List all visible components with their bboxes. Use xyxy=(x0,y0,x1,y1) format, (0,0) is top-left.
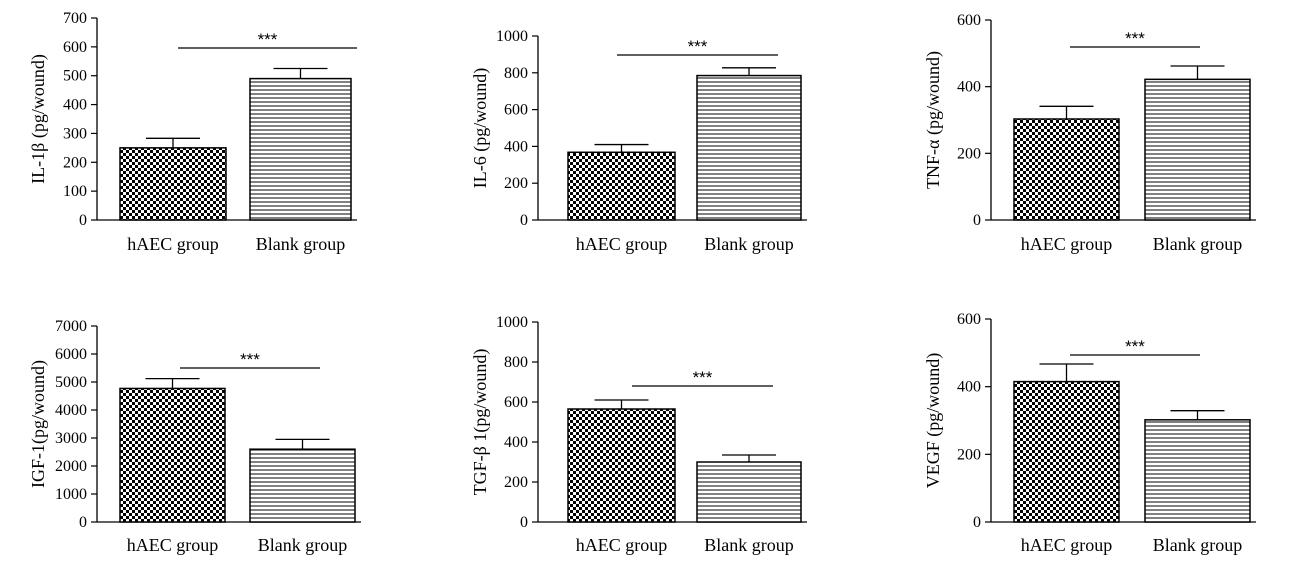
y-tick-label: 800 xyxy=(504,65,528,82)
y-axis-label: TGF-β 1(pg/wound) xyxy=(470,349,491,496)
y-tick-label: 0 xyxy=(520,212,528,229)
y-tick-label: 800 xyxy=(504,354,528,371)
bar-haec-group xyxy=(119,387,226,523)
y-tick-label: 400 xyxy=(504,138,528,155)
y-tick-label: 4000 xyxy=(55,402,87,419)
category-label: hAEC group xyxy=(127,535,219,555)
y-tick-label: 700 xyxy=(63,10,87,27)
y-tick-label: 400 xyxy=(63,97,87,114)
bar-blank-group xyxy=(249,448,356,523)
y-axis-label: IL-1β (pg/wound) xyxy=(28,54,49,184)
y-tick-label: 600 xyxy=(957,12,981,29)
y-tick-label: 400 xyxy=(504,434,528,451)
bar-blank-group xyxy=(1144,419,1251,523)
significance-label: *** xyxy=(693,368,713,387)
y-tick-label: 2000 xyxy=(55,458,87,475)
y-tick-label: 100 xyxy=(63,183,87,200)
y-tick-label: 200 xyxy=(504,175,528,192)
category-label: Blank group xyxy=(256,234,346,254)
bar-blank-group xyxy=(696,461,802,523)
y-tick-label: 0 xyxy=(520,514,528,531)
y-tick-label: 400 xyxy=(957,379,981,396)
y-tick-label: 200 xyxy=(957,446,981,463)
bar-haec-group xyxy=(567,408,676,523)
y-tick-label: 7000 xyxy=(55,318,87,335)
y-tick-label: 500 xyxy=(63,68,87,85)
chart-panel-1: 0 100 200 300 400 500 600 700 IL-1β (pg/wound) hA… xyxy=(28,10,357,254)
y-tick-label: 200 xyxy=(504,474,528,491)
y-tick-label: 600 xyxy=(504,394,528,411)
y-tick-label: 5000 xyxy=(55,374,87,391)
category-label: hAEC group xyxy=(127,234,219,254)
chart-panel-3: 0 200 400 600 TNF-α (pg/wound) hAEC group Blan… xyxy=(923,12,1256,254)
y-tick-label: 0 xyxy=(79,212,87,229)
y-tick-label: 0 xyxy=(79,514,87,531)
y-tick-label: 200 xyxy=(63,154,87,171)
category-label: hAEC group xyxy=(576,234,668,254)
y-axis-label: IL-6 (pg/wound) xyxy=(470,68,491,188)
y-axis-label: VEGF (pg/wound) xyxy=(923,353,944,489)
bar-haec-group xyxy=(1013,380,1120,523)
chart-panel-5: 0 200 400 600 800 1000 TGF-β 1(pg/wound) hAEC g… xyxy=(470,314,807,555)
bar-blank-group xyxy=(1144,78,1251,221)
chart-panel-6: 0 200 400 600 VEGF (pg/wound) hAEC group Blank… xyxy=(923,311,1256,555)
chart-panel-2: 0 200 400 600 800 1000 IL-6 (pg/wound) hAEC gro… xyxy=(470,28,807,254)
y-tick-label: 200 xyxy=(957,145,981,162)
y-tick-label: 0 xyxy=(973,212,981,229)
y-tick-label: 1000 xyxy=(496,28,528,45)
category-label: Blank group xyxy=(1153,535,1243,555)
y-tick-label: 600 xyxy=(504,102,528,119)
y-axis-label: TNF-α (pg/wound) xyxy=(923,51,944,189)
bar-blank-group xyxy=(696,74,802,221)
y-tick-label: 300 xyxy=(63,125,87,142)
significance-label: *** xyxy=(240,350,260,369)
category-label: Blank group xyxy=(704,234,794,254)
bar-haec-group xyxy=(567,151,676,221)
y-tick-label: 1000 xyxy=(496,314,528,331)
bar-haec-group xyxy=(119,147,227,221)
category-label: Blank group xyxy=(258,535,348,555)
category-label: hAEC group xyxy=(1021,535,1113,555)
y-tick-label: 1000 xyxy=(55,486,87,503)
category-label: hAEC group xyxy=(576,535,668,555)
y-tick-label: 600 xyxy=(63,39,87,56)
bar-blank-group xyxy=(249,77,352,221)
significance-label: *** xyxy=(258,30,278,49)
chart-panel-4: 0 1000 2000 3000 4000 5000 6000 7000 IGF-1(pg/wo… xyxy=(28,318,361,555)
significance-label: *** xyxy=(1125,29,1145,48)
y-tick-label: 6000 xyxy=(55,346,87,363)
category-label: hAEC group xyxy=(1021,234,1113,254)
y-tick-label: 3000 xyxy=(55,430,87,447)
significance-label: *** xyxy=(688,37,708,56)
y-tick-label: 600 xyxy=(957,311,981,328)
y-axis-label: IGF-1(pg/wound) xyxy=(28,360,49,488)
y-tick-label: 0 xyxy=(973,514,981,531)
category-label: Blank group xyxy=(704,535,794,555)
y-tick-label: 400 xyxy=(957,79,981,96)
significance-label: *** xyxy=(1125,337,1145,356)
category-label: Blank group xyxy=(1153,234,1243,254)
bar-haec-group xyxy=(1013,118,1120,221)
